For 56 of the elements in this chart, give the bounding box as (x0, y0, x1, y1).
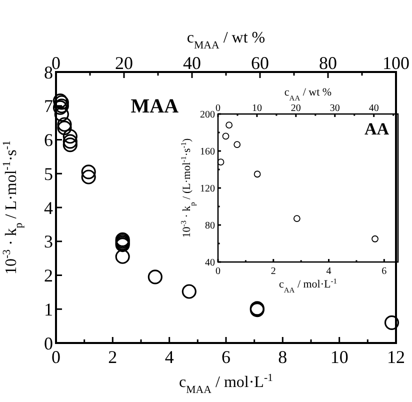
x2-axis-title: c$_{AA}$ / wt % (284, 86, 332, 102)
x2-tick-label: 40 (183, 53, 201, 73)
x2-tick-label: 30 (330, 103, 340, 114)
point (115, 249, 130, 264)
x2-tick-label: 60 (251, 53, 269, 73)
point (384, 315, 400, 330)
y-tick-label: 160 (200, 146, 215, 158)
point (62, 129, 78, 144)
point (372, 235, 378, 242)
x-axis-title: c$_{AA}$ / mol·L$^{-1}$ (279, 276, 338, 294)
point (54, 107, 69, 122)
y-tick-label: 6 (44, 130, 53, 150)
point (57, 117, 72, 132)
point (254, 170, 261, 178)
y-tick-label: 120 (200, 184, 215, 194)
x-tick-label: 10 (330, 347, 348, 367)
y-tick-label: 5 (44, 164, 53, 184)
y-tick-label: 80 (205, 220, 215, 232)
x2-tick-label: 100 (382, 53, 410, 73)
point (57, 120, 72, 136)
x2-tick-label: 20 (290, 103, 301, 114)
point (234, 141, 241, 148)
point (182, 284, 196, 299)
point (148, 270, 162, 284)
x2-tick-label: 80 (319, 53, 337, 73)
point (62, 134, 78, 149)
annotation: AA (364, 120, 390, 139)
x-tick-label: 6 (382, 266, 387, 277)
point (81, 170, 96, 184)
y-tick-label: 200 (200, 110, 215, 120)
x-tick-label: 6 (222, 347, 230, 367)
x-tick-label: 12 (387, 347, 405, 367)
x2-axis-title: c$_{MAA}$ / wt % (186, 29, 266, 52)
x-tick-label: 8 (278, 347, 288, 367)
y-tick-label: 0 (44, 333, 53, 354)
annotation: MAA (130, 96, 180, 118)
point (222, 132, 230, 140)
point (81, 164, 96, 180)
point (293, 215, 300, 222)
y-tick-label: 7 (44, 96, 53, 116)
x-tick-label: 2 (270, 266, 276, 277)
point (226, 122, 233, 129)
x2-tick-label: 10 (252, 103, 262, 114)
y-tick-label: 4 (44, 198, 53, 218)
y-tick-label: 1 (44, 299, 53, 320)
x-tick-label: 2 (108, 347, 118, 367)
y-tick-label: 8 (44, 62, 53, 82)
x-tick-label: 4 (326, 266, 332, 277)
point (217, 158, 224, 166)
x2-tick-label: 20 (115, 53, 133, 73)
x2-tick-label: 40 (368, 103, 379, 114)
y-tick-label: 40 (205, 258, 215, 268)
point (62, 138, 78, 152)
y-tick-label: 3 (44, 232, 53, 252)
x-tick-label: 4 (164, 347, 174, 367)
x-axis-title: c$_{MAA}$ / mol·L$^{-1}$ (179, 372, 273, 396)
